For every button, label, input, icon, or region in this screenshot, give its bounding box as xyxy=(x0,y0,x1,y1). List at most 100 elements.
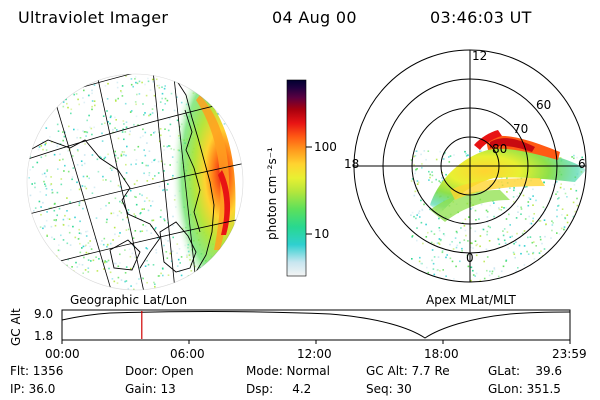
speckle-pixel xyxy=(121,202,123,204)
speckle-pixel xyxy=(506,231,509,233)
speckle-pixel xyxy=(41,87,43,90)
speckle-pixel xyxy=(59,265,61,268)
speckle-pixel xyxy=(421,262,423,265)
speckle-pixel xyxy=(33,256,35,258)
status-glat: GLat: 39.6 xyxy=(488,364,563,378)
speckle-pixel xyxy=(89,280,92,283)
speckle-pixel xyxy=(48,110,50,113)
speckle-pixel xyxy=(425,236,428,238)
speckle-pixel xyxy=(164,128,166,130)
speckle-pixel xyxy=(421,163,423,165)
speckle-pixel xyxy=(66,242,69,245)
speckle-pixel xyxy=(419,216,421,218)
speckle-pixel xyxy=(523,245,526,247)
speckle-pixel xyxy=(67,258,70,261)
speckle-pixel xyxy=(85,235,88,237)
speckle-pixel xyxy=(72,80,75,83)
speckle-pixel xyxy=(58,249,61,252)
speckle-pixel xyxy=(39,278,42,280)
speckle-pixel xyxy=(572,201,575,204)
speckle-pixel xyxy=(77,98,79,101)
speckle-pixel xyxy=(410,180,413,182)
speckle-pixel xyxy=(39,75,42,78)
speckle-pixel xyxy=(509,236,512,238)
speckle-pixel xyxy=(483,260,485,263)
speckle-pixel xyxy=(121,85,124,87)
speckle-pixel xyxy=(31,183,33,185)
speckle-pixel xyxy=(106,245,108,248)
speckle-pixel xyxy=(125,195,128,197)
speckle-pixel xyxy=(94,238,96,240)
speckle-pixel xyxy=(476,243,479,246)
speckle-pixel xyxy=(130,110,133,112)
speckle-pixel xyxy=(208,87,211,89)
speckle-pixel xyxy=(129,189,132,192)
speckle-pixel xyxy=(468,216,470,218)
speckle-pixel xyxy=(463,225,466,227)
speckle-pixel xyxy=(135,159,138,161)
speckle-pixel xyxy=(106,244,109,246)
speckle-pixel xyxy=(504,278,507,280)
speckle-pixel xyxy=(220,101,222,104)
speckle-pixel xyxy=(60,183,63,186)
speckle-pixel xyxy=(116,282,119,284)
speckle-pixel xyxy=(436,269,438,272)
speckle-pixel xyxy=(563,188,565,190)
speckle-pixel xyxy=(222,281,224,283)
speckle-pixel xyxy=(159,128,162,130)
speckle-pixel xyxy=(146,248,149,250)
speckle-pixel xyxy=(41,173,44,176)
speckle-pixel xyxy=(86,230,89,233)
speckle-pixel xyxy=(109,271,112,274)
speckle-pixel xyxy=(573,154,575,157)
speckle-pixel xyxy=(204,281,207,284)
speckle-pixel xyxy=(51,108,54,110)
speckle-pixel xyxy=(438,227,441,229)
speckle-pixel xyxy=(81,164,83,167)
speckle-pixel xyxy=(43,172,46,175)
speckle-pixel xyxy=(139,212,141,215)
speckle-pixel xyxy=(117,157,119,159)
speckle-pixel xyxy=(498,207,500,209)
speckle-pixel xyxy=(34,272,37,274)
speckle-pixel xyxy=(79,284,82,286)
speckle-pixel xyxy=(107,153,109,156)
speckle-pixel xyxy=(566,214,569,216)
speckle-pixel xyxy=(155,249,157,251)
speckle-pixel xyxy=(159,216,162,218)
speckle-pixel xyxy=(143,200,146,202)
speckle-pixel xyxy=(84,245,87,247)
geographic-panel-label: Geographic Lat/Lon xyxy=(70,293,187,307)
speckle-pixel xyxy=(497,238,500,241)
speckle-pixel xyxy=(444,152,446,154)
speckle-pixel xyxy=(471,242,473,245)
speckle-pixel xyxy=(89,240,91,242)
speckle-pixel xyxy=(42,201,44,204)
speckle-pixel xyxy=(438,180,440,182)
speckle-pixel xyxy=(571,254,574,256)
speckle-pixel xyxy=(573,157,575,160)
speckle-pixel xyxy=(575,189,578,192)
speckle-pixel xyxy=(479,150,481,153)
speckle-pixel xyxy=(431,249,434,251)
speckle-pixel xyxy=(102,175,104,178)
speckle-pixel xyxy=(531,241,534,244)
speckle-pixel xyxy=(133,289,135,290)
speckle-pixel xyxy=(39,191,42,193)
speckle-pixel xyxy=(44,225,46,228)
speckle-pixel xyxy=(487,225,490,228)
speckle-pixel xyxy=(63,170,65,172)
speckle-pixel xyxy=(517,211,519,213)
speckle-pixel xyxy=(89,245,91,248)
speckle-pixel xyxy=(40,206,42,208)
speckle-pixel xyxy=(464,150,466,153)
speckle-pixel xyxy=(567,248,570,251)
speckle-pixel xyxy=(570,188,572,190)
speckle-pixel xyxy=(425,158,427,161)
speckle-pixel xyxy=(56,145,59,148)
speckle-pixel xyxy=(105,221,108,224)
speckle-pixel xyxy=(43,264,45,266)
speckle-pixel xyxy=(219,104,222,106)
speckle-pixel xyxy=(46,234,48,236)
speckle-pixel xyxy=(90,127,93,130)
